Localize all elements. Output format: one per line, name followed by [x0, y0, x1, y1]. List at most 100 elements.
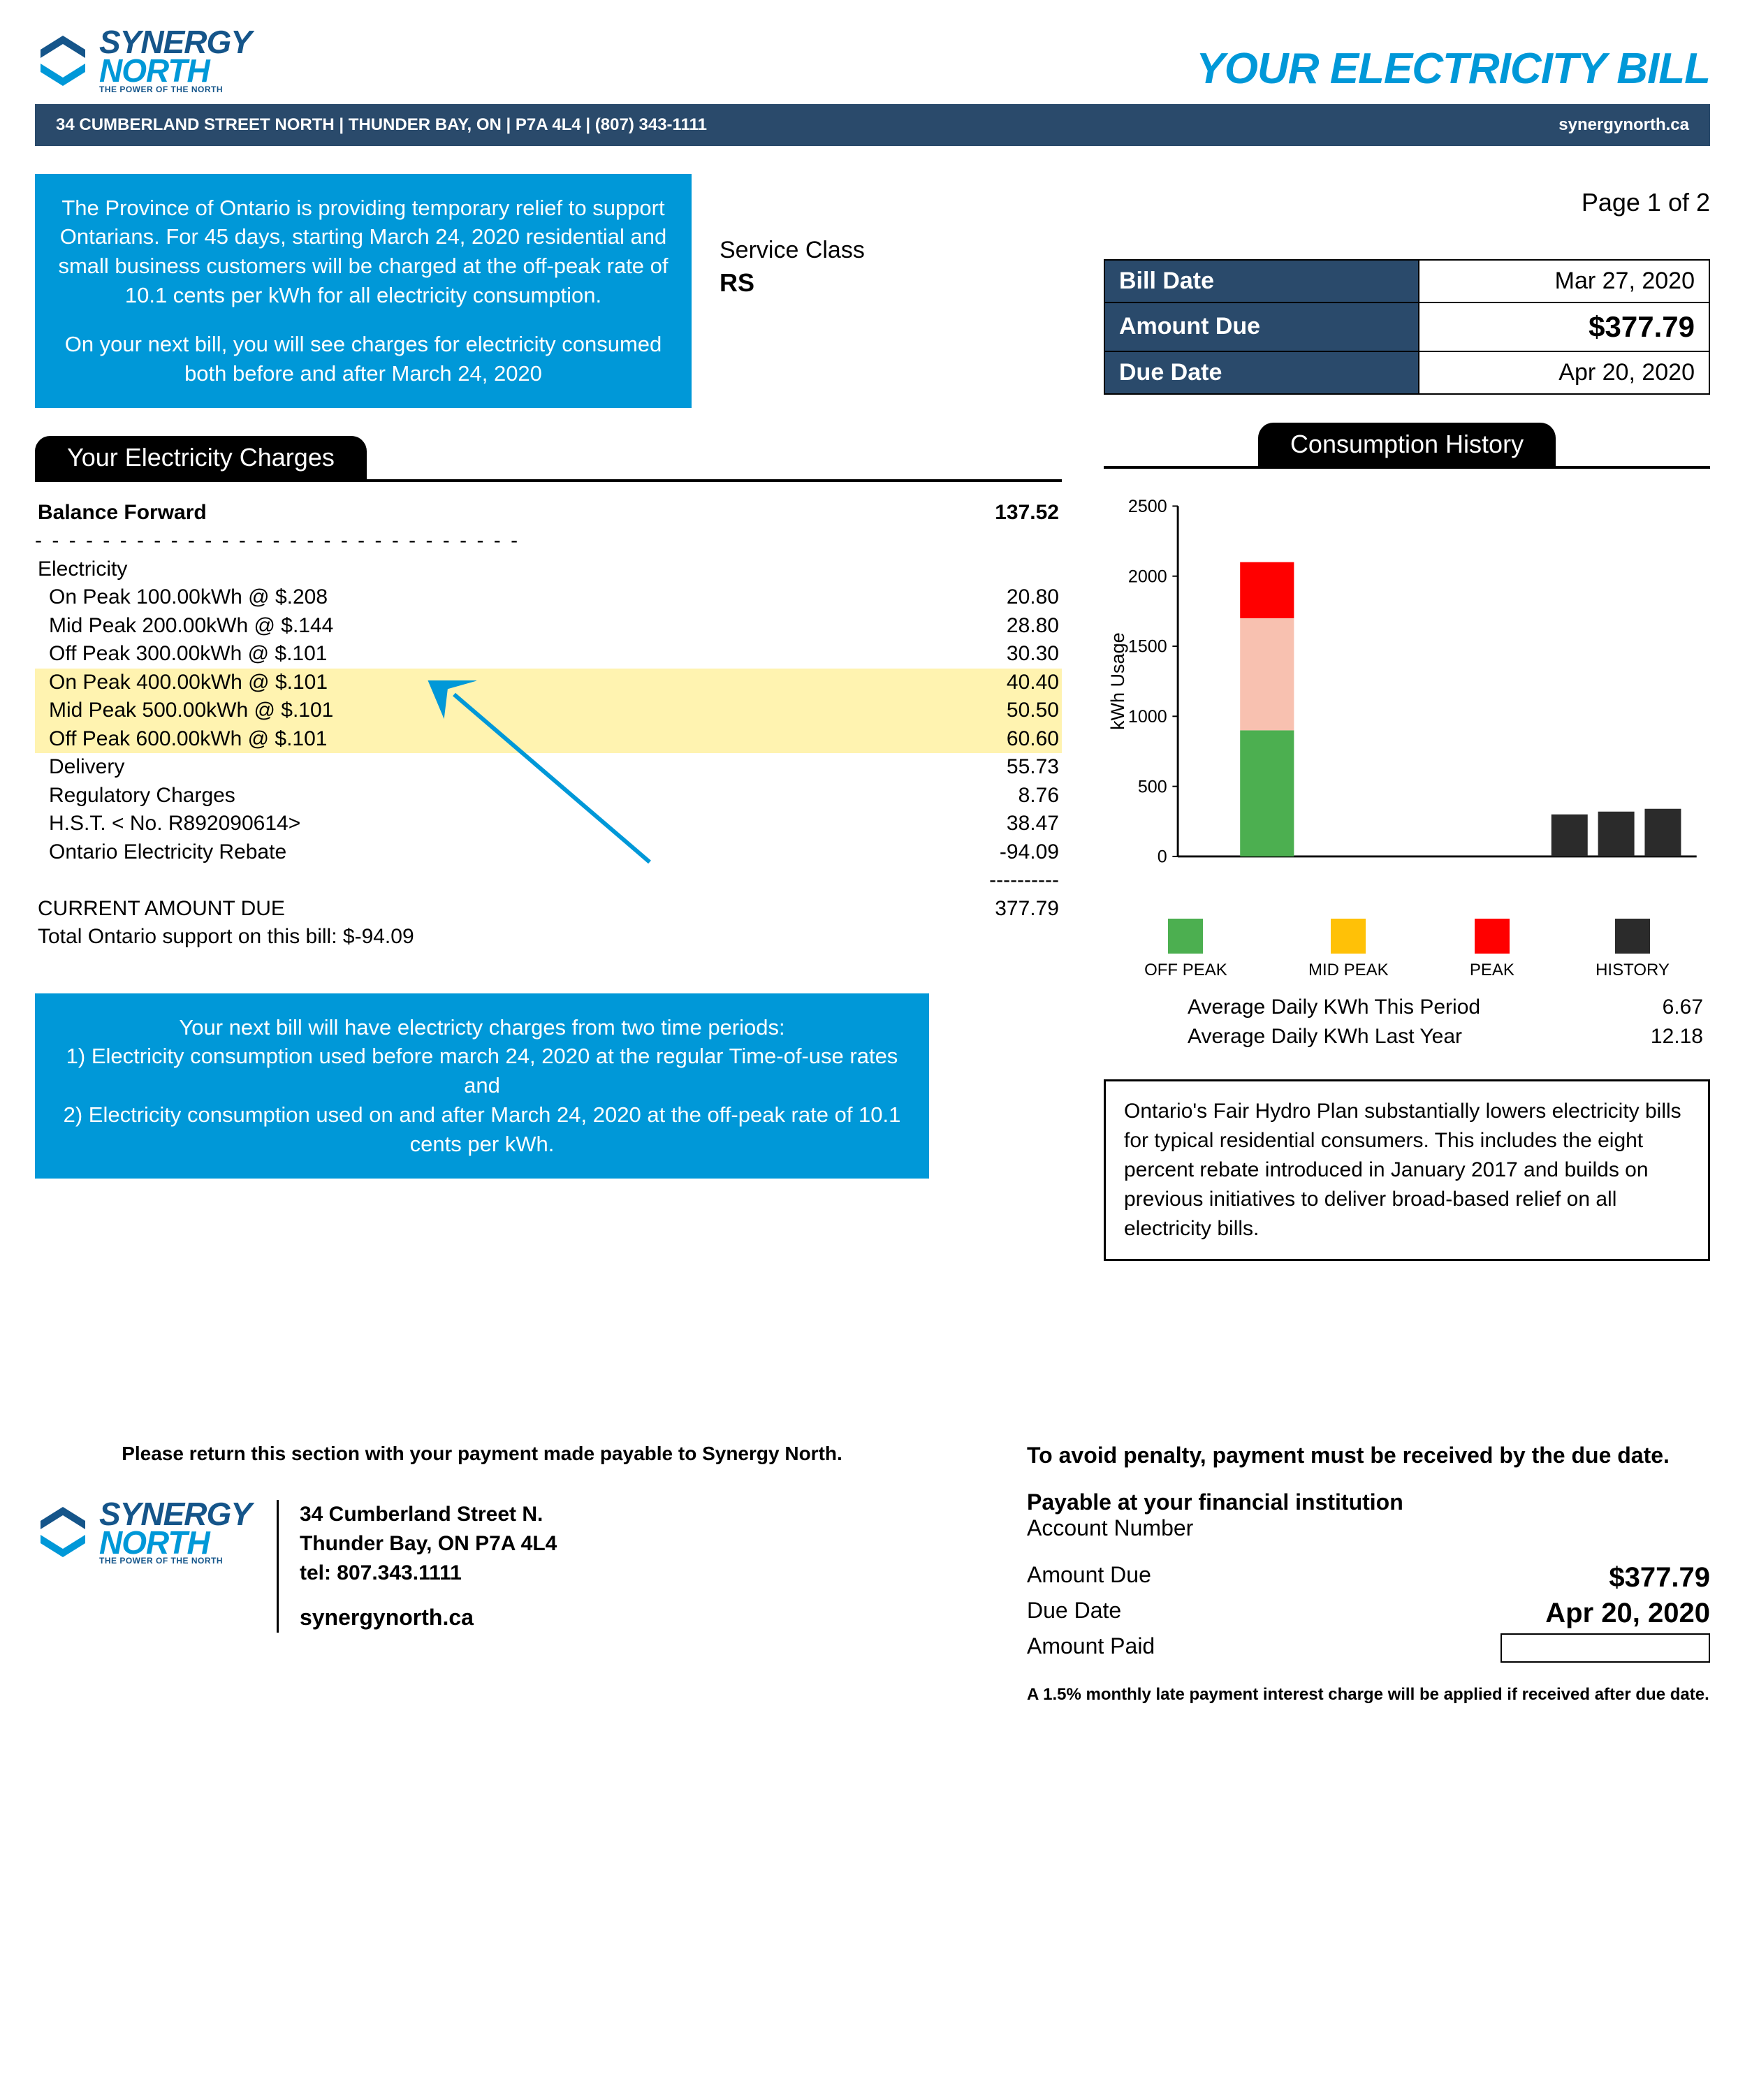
- delivery-value: 55.73: [1007, 753, 1059, 782]
- bill-date-label: Bill Date: [1104, 260, 1419, 302]
- addr-l3: tel: 807.343.1111: [300, 1559, 557, 1588]
- svg-text:500: 500: [1138, 777, 1167, 796]
- delivery-label: Delivery: [49, 753, 124, 782]
- charge-amt: 60.60: [1007, 725, 1059, 754]
- avg-this-label: Average Daily KWh This Period: [1188, 996, 1480, 1019]
- charge-amt: 30.30: [1007, 640, 1059, 669]
- legend-swatch: [1475, 919, 1510, 954]
- addr-l2: Thunder Bay, ON P7A 4L4: [300, 1529, 557, 1559]
- charge-desc: On Peak 400.00kWh @ $.101: [49, 669, 328, 697]
- remit-acct-label: Account Number: [1027, 1515, 1710, 1541]
- remit-penalty: To avoid penalty, payment must be receiv…: [1027, 1443, 1710, 1468]
- addr-site: synergynorth.ca: [300, 1602, 557, 1633]
- service-class-value: RS: [720, 268, 865, 298]
- left-column: The Province of Ontario is providing tem…: [35, 174, 1062, 1261]
- bill-date: Mar 27, 2020: [1419, 260, 1709, 302]
- avg-this-value: 6.67: [1663, 996, 1703, 1019]
- svg-text:kWh Usage: kWh Usage: [1107, 632, 1128, 730]
- charge-amt: 28.80: [1007, 612, 1059, 641]
- charges-title: Your Electricity Charges: [35, 436, 367, 479]
- hst-value: 38.47: [1007, 810, 1059, 838]
- history-title: Consumption History: [1258, 423, 1556, 466]
- notice-covid: The Province of Ontario is providing tem…: [35, 174, 692, 408]
- addr-l1: 34 Cumberland Street N.: [300, 1500, 557, 1529]
- consumption-chart: 0 500 1000 1500 2000 2500 kWh Usage: [1104, 486, 1710, 884]
- amount-due-label: Amount Due: [1104, 302, 1419, 351]
- charge-desc: Mid Peak 200.00kWh @ $.144: [49, 612, 333, 641]
- svg-text:0: 0: [1158, 847, 1167, 866]
- amount-paid-box[interactable]: [1501, 1633, 1710, 1663]
- avg-last-label: Average Daily KWh Last Year: [1188, 1025, 1462, 1049]
- logo-tagline: THE POWER OF THE NORTH: [99, 86, 251, 94]
- balance-forward-label: Balance Forward: [38, 499, 207, 527]
- charge-line: Off Peak 300.00kWh @ $.101 30.30: [35, 640, 1062, 669]
- company-address: 34 CUMBERLAND STREET NORTH | THUNDER BAY…: [56, 115, 707, 135]
- remit-amount: $377.79: [1609, 1562, 1710, 1594]
- remit-due: Apr 20, 2020: [1545, 1598, 1710, 1629]
- arrow-icon: [426, 680, 706, 876]
- remit-payable: Payable at your financial institution: [1027, 1489, 1710, 1515]
- rebate-value: -94.09: [1000, 838, 1059, 867]
- legend-label: MID PEAK: [1308, 961, 1389, 980]
- remit-logo-bottom: NORTH: [99, 1529, 251, 1557]
- charge-desc: On Peak 100.00kWh @ $.208: [49, 583, 328, 612]
- header: SYNERGY NORTH THE POWER OF THE NORTH YOU…: [35, 28, 1710, 94]
- remit-due-label: Due Date: [1027, 1598, 1121, 1629]
- notice-p2: On your next bill, you will see charges …: [56, 330, 671, 388]
- avg-last-value: 12.18: [1651, 1025, 1703, 1049]
- svg-text:1000: 1000: [1128, 707, 1167, 727]
- logo-icon: [35, 33, 91, 89]
- history-header: Consumption History: [1104, 423, 1710, 469]
- svg-text:2500: 2500: [1128, 497, 1167, 516]
- due-date: Apr 20, 2020: [1419, 351, 1709, 394]
- remit-instruction: Please return this section with your pay…: [35, 1443, 929, 1465]
- regulatory-label: Regulatory Charges: [49, 782, 235, 810]
- charge-amt: 40.40: [1007, 669, 1059, 697]
- charges-header: Your Electricity Charges: [35, 436, 1062, 482]
- logo: SYNERGY NORTH THE POWER OF THE NORTH: [35, 28, 251, 94]
- divider: - - - - - - - - - - - - - - - - - - - - …: [35, 527, 1062, 555]
- remit-logo-tag: THE POWER OF THE NORTH: [99, 1557, 251, 1565]
- svg-text:1500: 1500: [1128, 636, 1167, 656]
- charge-desc: Off Peak 300.00kWh @ $.101: [49, 640, 327, 669]
- right-column: Page 1 of 2 Bill DateMar 27, 2020 Amount…: [1104, 174, 1710, 1261]
- notice-next-bill: Your next bill will have electricty char…: [35, 993, 929, 1179]
- logo-name-bottom: NORTH: [99, 57, 251, 85]
- service-class: Service Class RS: [720, 174, 865, 298]
- averages: Average Daily KWh This Period 6.67 Averag…: [1104, 993, 1710, 1051]
- legend-item: PEAK: [1470, 919, 1514, 980]
- legend-item: MID PEAK: [1308, 919, 1389, 980]
- legend-label: PEAK: [1470, 961, 1514, 980]
- legend-item: HISTORY: [1596, 919, 1670, 980]
- remit-logo: SYNERGY NORTH THE POWER OF THE NORTH: [35, 1500, 251, 1566]
- remittance: Please return this section with your pay…: [35, 1443, 1710, 1705]
- logo-icon: [35, 1504, 91, 1560]
- legend-swatch: [1331, 919, 1366, 954]
- page-number: Page 1 of 2: [1104, 188, 1710, 217]
- remit-address: 34 Cumberland Street N. Thunder Bay, ON …: [277, 1500, 557, 1633]
- regulatory-value: 8.76: [1018, 782, 1059, 810]
- charge-amt: 50.50: [1007, 697, 1059, 725]
- chart-legend: OFF PEAK MID PEAK PEAK HISTORY: [1104, 919, 1710, 980]
- charge-line: On Peak 100.00kWh @ $.208 20.80: [35, 583, 1062, 612]
- charges-list: Balance Forward 137.52 - - - - - - - - -…: [35, 499, 1062, 951]
- page-title: YOUR ELECTRICITY BILL: [1196, 44, 1710, 94]
- legend-swatch: [1168, 919, 1203, 954]
- remit-amount-label: Amount Due: [1027, 1562, 1151, 1594]
- legend-item: OFF PEAK: [1144, 919, 1227, 980]
- legend-swatch: [1615, 919, 1650, 954]
- service-class-label: Service Class: [720, 237, 865, 264]
- charge-amt: 20.80: [1007, 583, 1059, 612]
- current-due-value: 377.79: [995, 895, 1059, 924]
- legend-label: OFF PEAK: [1144, 961, 1227, 980]
- notice-p1: The Province of Ontario is providing tem…: [56, 194, 671, 310]
- charge-line: Mid Peak 200.00kWh @ $.144 28.80: [35, 612, 1062, 641]
- amount-due: $377.79: [1419, 302, 1709, 351]
- legend-label: HISTORY: [1596, 961, 1670, 980]
- rebate-label: Ontario Electricity Rebate: [49, 838, 286, 867]
- remit-paid-label: Amount Paid: [1027, 1633, 1155, 1663]
- svg-text:2000: 2000: [1128, 567, 1167, 586]
- hst-label: H.S.T. < No. R892090614>: [49, 810, 300, 838]
- company-website: synergynorth.ca: [1558, 115, 1689, 135]
- electricity-label: Electricity: [38, 555, 127, 584]
